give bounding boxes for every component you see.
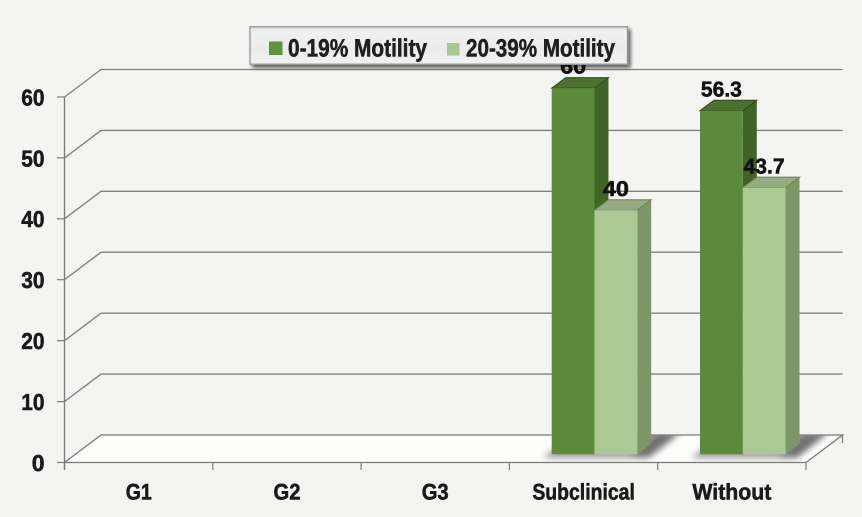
svg-text:0: 0 [32,450,45,476]
svg-text:Subclinical: Subclinical [532,480,635,505]
svg-text:40: 40 [603,177,629,201]
svg-text:20: 20 [21,328,44,354]
svg-text:G2: G2 [274,480,301,505]
svg-text:43.7: 43.7 [744,155,785,179]
svg-text:G1: G1 [126,480,152,505]
svg-text:56.3: 56.3 [701,78,742,102]
svg-text:60: 60 [21,84,44,110]
svg-text:Without: Without [692,480,771,505]
svg-text:30: 30 [21,267,44,293]
svg-text:10: 10 [21,389,44,415]
svg-text:20-39% Motility: 20-39% Motility [466,35,615,63]
svg-text:50: 50 [21,145,44,171]
svg-text:0-19% Motility: 0-19% Motility [288,35,427,63]
svg-text:G3: G3 [422,480,449,505]
svg-text:40: 40 [21,206,44,232]
